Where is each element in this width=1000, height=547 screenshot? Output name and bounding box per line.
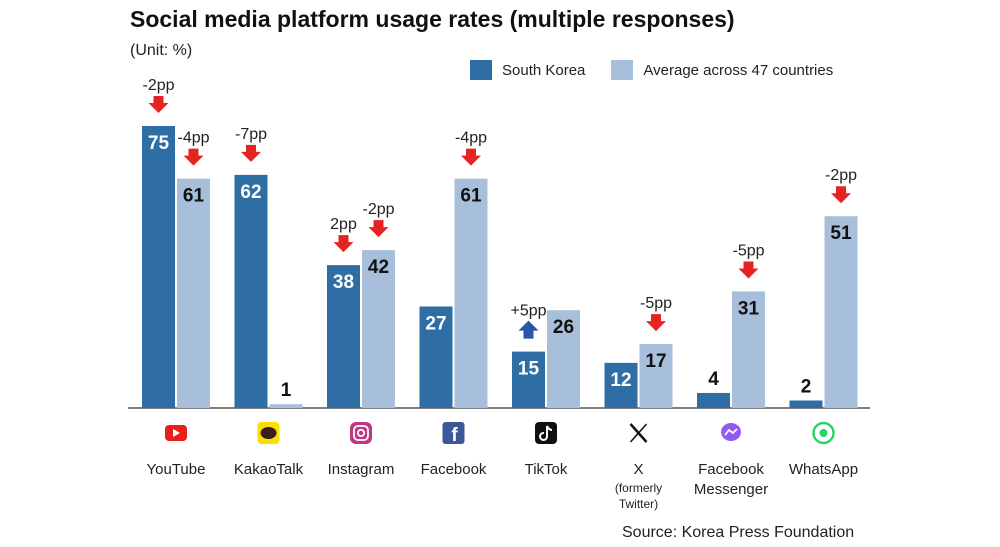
bar-south-korea-kakaotalk: [234, 174, 268, 408]
bar-south-korea-facebook-messenger: [697, 392, 730, 408]
legend-swatch-average: [611, 60, 634, 80]
bar-south-korea-instagram: [327, 265, 360, 408]
value-label-south-korea-instagram: 38: [333, 272, 354, 293]
change-arrow-down-average-whatsapp: [831, 186, 851, 204]
value-label-south-korea-tiktok: 15: [518, 359, 540, 380]
svg-text:f: f: [451, 425, 458, 446]
x-icon: [629, 423, 648, 443]
bar-average-x: [639, 344, 673, 408]
change-arrow-down-average-facebook-messenger: [738, 261, 759, 279]
messenger-icon: [721, 423, 741, 441]
change-arrow-down-average-instagram: [368, 220, 389, 238]
category-sublabel-x: (formerly: [615, 481, 662, 495]
bar-south-korea-x: [604, 362, 638, 408]
change-arrow-down-south-korea-youtube: [148, 96, 169, 113]
category-sublabel-x-line2: Twitter): [619, 497, 658, 511]
value-label-south-korea-youtube: 75: [148, 133, 170, 154]
bar-south-korea-whatsapp: [789, 400, 823, 408]
value-label-south-korea-x: 12: [610, 370, 631, 391]
value-label-south-korea-facebook: 27: [425, 313, 446, 334]
category-label-x: X: [633, 461, 643, 478]
bar-south-korea-facebook: [419, 306, 453, 408]
category-label-facebook-messenger: Facebook: [698, 461, 764, 478]
instagram-icon: [350, 422, 372, 444]
category-label-facebook-messenger-line2: Messenger: [694, 481, 768, 498]
bar-average-facebook-messenger: [732, 291, 765, 408]
bar-average-kakaotalk: [269, 404, 303, 408]
youtube-icon: [165, 425, 187, 441]
change-label-average-instagram: -2pp: [362, 201, 394, 218]
value-label-average-kakaotalk: 1: [281, 380, 292, 401]
value-label-south-korea-whatsapp: 2: [801, 376, 812, 397]
category-label-whatsapp: WhatsApp: [789, 461, 858, 478]
legend: South Korea Average across 47 countries: [470, 60, 859, 80]
value-label-south-korea-kakaotalk: 62: [240, 182, 261, 203]
legend-label-south-korea: South Korea: [502, 61, 586, 79]
change-label-average-facebook: -4pp: [455, 130, 487, 147]
unit-note: (Unit: %): [130, 42, 193, 59]
value-label-average-whatsapp: 51: [830, 223, 852, 244]
source-note: Source: Korea Press Foundation: [622, 524, 855, 541]
legend-swatch-south-korea: [470, 60, 492, 80]
value-label-average-facebook: 61: [460, 186, 482, 207]
whatsapp-icon: [812, 421, 835, 445]
category-label-facebook: Facebook: [421, 461, 487, 478]
bar-south-korea-youtube: [142, 126, 175, 408]
change-arrow-down-average-x: [646, 314, 666, 332]
change-label-south-korea-tiktok: +5pp: [510, 303, 546, 320]
legend-label-average: Average across 47 countries: [643, 61, 834, 79]
bar-south-korea-tiktok: [512, 351, 545, 408]
bar-average-facebook: [454, 178, 488, 408]
kakaotalk-icon: [257, 422, 280, 444]
facebook-icon: f: [442, 422, 465, 446]
value-label-average-instagram: 42: [368, 257, 389, 278]
change-arrow-down-average-youtube: [183, 148, 204, 166]
bar-average-whatsapp: [824, 216, 858, 408]
category-label-youtube: YouTube: [147, 461, 206, 478]
chart-title: Social media platform usage rates (multi…: [130, 6, 735, 32]
legend-entry-average: Average across 47 countries: [611, 60, 833, 80]
change-arrow-down-average-facebook: [461, 148, 481, 166]
legend-entry-south-korea: South Korea: [470, 60, 585, 80]
change-arrow-up-south-korea-tiktok: [518, 320, 539, 339]
category-label-tiktok: TikTok: [525, 461, 568, 478]
value-label-average-tiktok: 26: [553, 317, 574, 338]
change-label-average-youtube: -4pp: [177, 130, 209, 147]
bar-average-instagram: [362, 250, 395, 408]
change-label-average-whatsapp: -2pp: [825, 167, 857, 184]
value-label-average-x: 17: [645, 351, 666, 372]
change-label-average-x: -5pp: [640, 295, 672, 312]
change-label-south-korea-instagram: 2pp: [330, 216, 357, 233]
category-label-kakaotalk: KakaoTalk: [234, 461, 304, 478]
value-label-south-korea-facebook-messenger: 4: [708, 369, 719, 390]
bar-average-youtube: [177, 178, 210, 408]
change-label-south-korea-youtube: -2pp: [142, 77, 174, 94]
change-label-average-facebook-messenger: -5pp: [732, 242, 764, 259]
change-arrow-down-south-korea-instagram: [333, 235, 354, 253]
bar-average-tiktok: [547, 310, 580, 408]
value-label-average-youtube: 61: [183, 186, 205, 207]
category-label-instagram: Instagram: [328, 461, 395, 478]
tiktok-icon: [535, 422, 557, 444]
change-label-south-korea-kakaotalk: -7pp: [235, 126, 267, 143]
change-arrow-down-south-korea-kakaotalk: [241, 144, 261, 162]
value-label-average-facebook-messenger: 31: [738, 298, 760, 319]
